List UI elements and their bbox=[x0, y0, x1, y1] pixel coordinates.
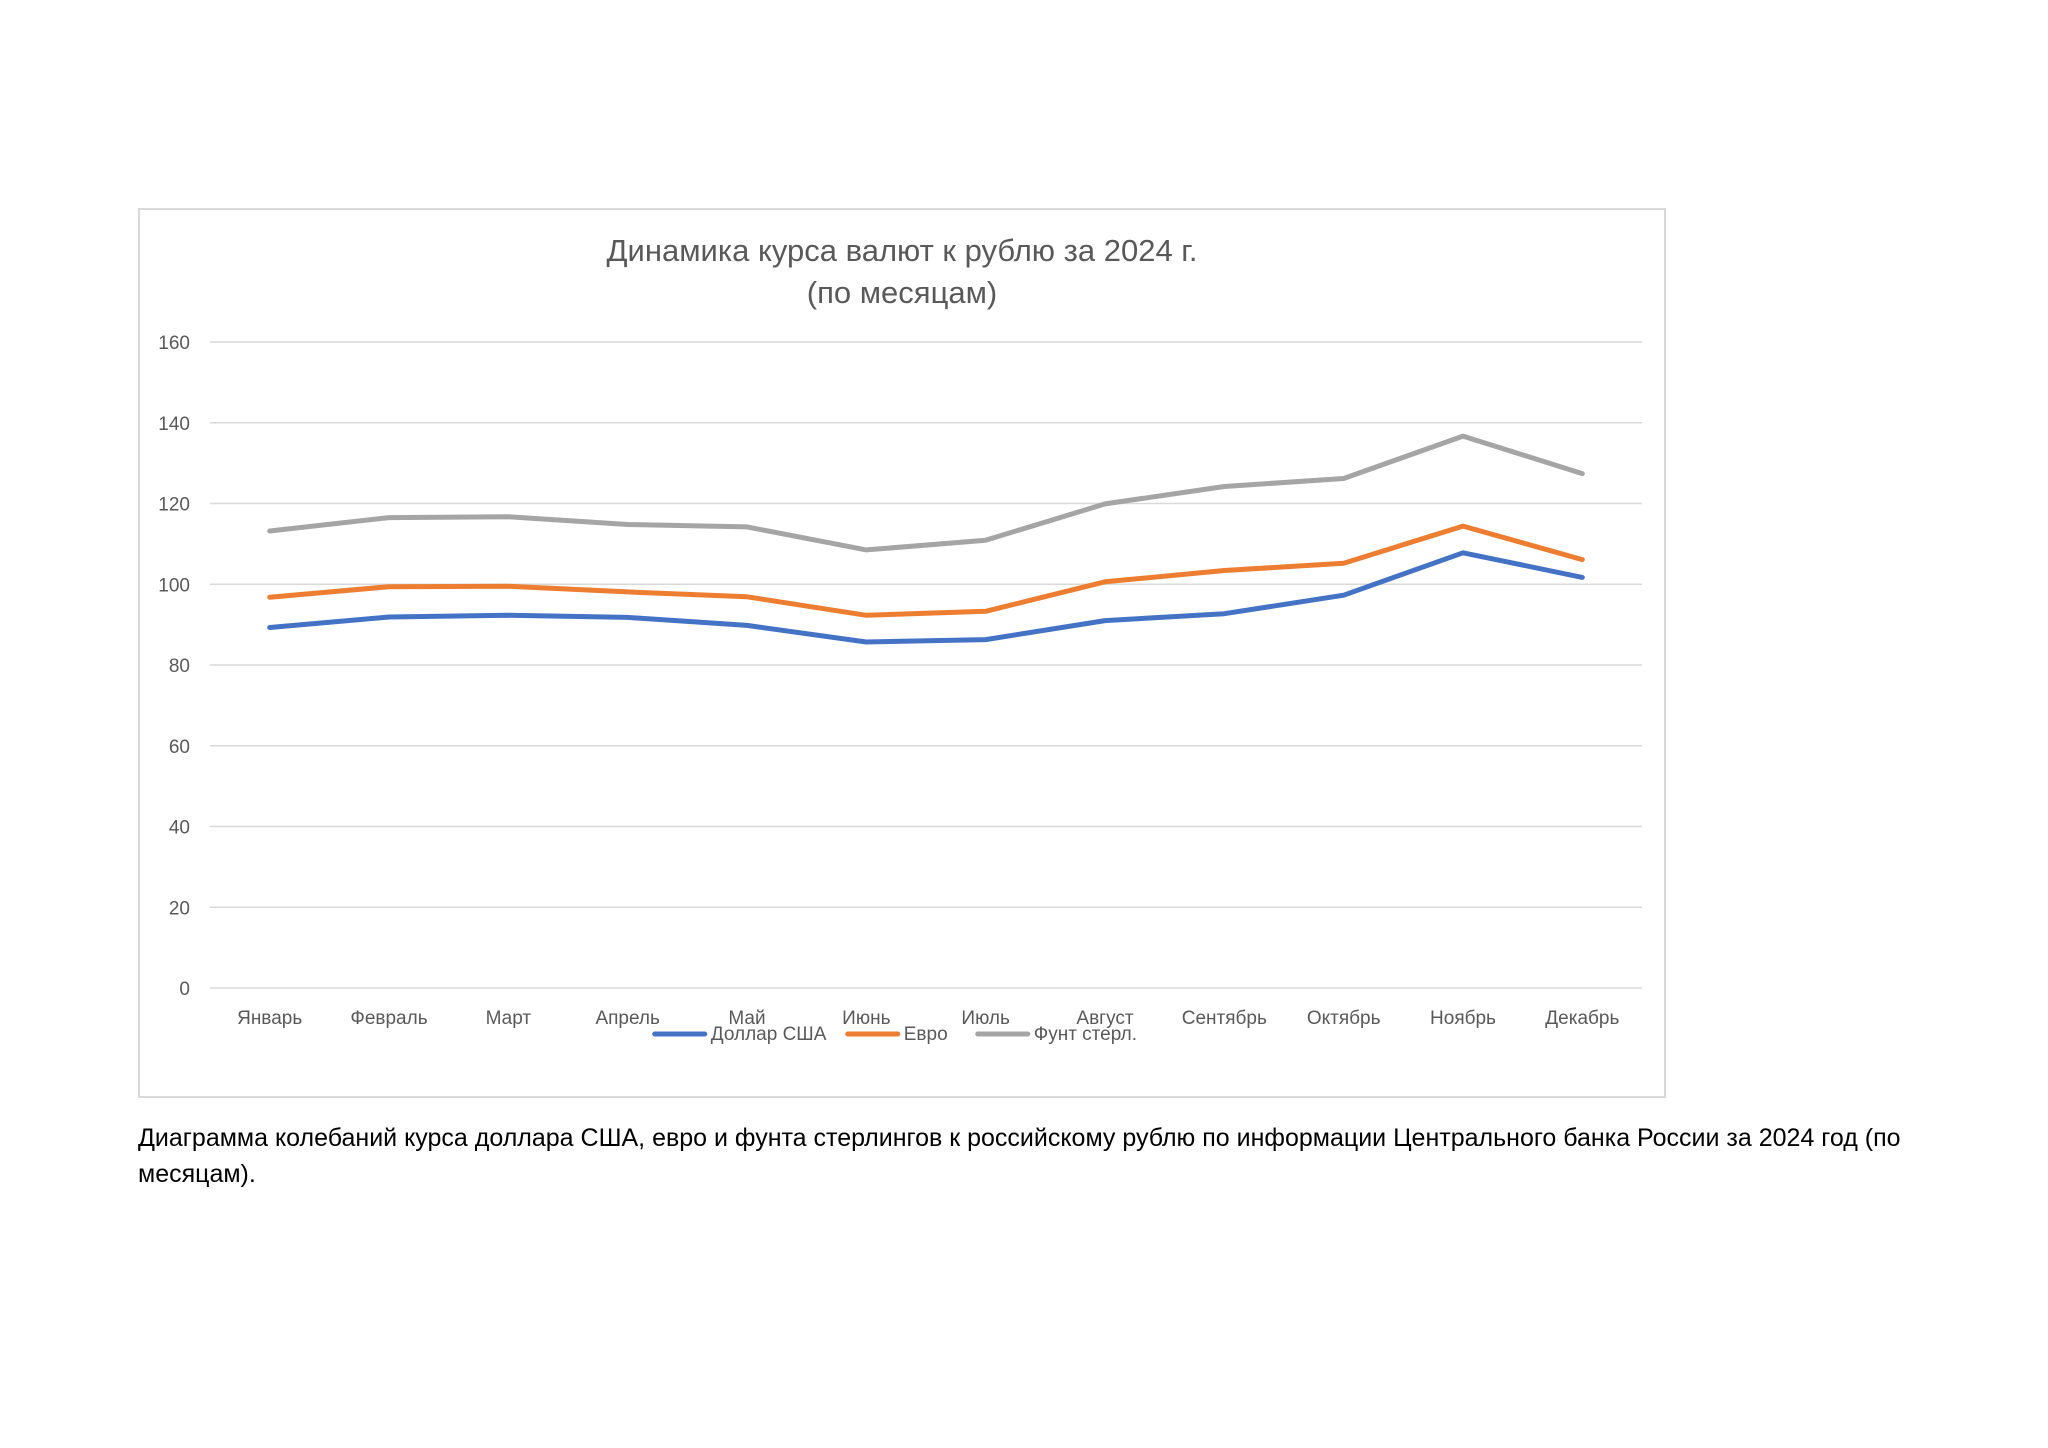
series-line-1 bbox=[267, 550, 1585, 645]
y-tick-label: 40 bbox=[169, 818, 190, 839]
x-tick-label: Ноябрь bbox=[1430, 1008, 1496, 1029]
x-tick-label: Октябрь bbox=[1307, 1008, 1381, 1029]
series-lines bbox=[267, 433, 1585, 645]
legend-label-3: Фунт стерл. bbox=[1034, 1024, 1137, 1045]
x-tick-label: Август bbox=[1076, 1008, 1133, 1029]
y-tick-label: 60 bbox=[169, 737, 190, 758]
x-tick-label: Февраль bbox=[350, 1008, 427, 1029]
y-tick-label: 0 bbox=[179, 979, 190, 1000]
y-tick-label: 140 bbox=[158, 414, 190, 435]
gridlines bbox=[210, 341, 1642, 989]
x-tick-label: Сентябрь bbox=[1182, 1008, 1267, 1029]
x-tick-label: Июнь bbox=[842, 1008, 890, 1029]
y-tick-label: 20 bbox=[169, 898, 190, 919]
y-axis-ticks: 0 20 40 60 80 100 120 140 160 bbox=[158, 333, 190, 1000]
legend-label-2: Евро bbox=[904, 1024, 948, 1045]
y-tick-label: 100 bbox=[158, 575, 190, 596]
line-chart: Динамика курса валют к рублю за 2024 г. … bbox=[158, 233, 1642, 1045]
x-tick-label: Январь bbox=[237, 1008, 302, 1029]
chart-container: Динамика курса валют к рублю за 2024 г. … bbox=[138, 208, 1666, 1098]
series-line-2 bbox=[267, 523, 1585, 618]
figure-caption: Диаграмма колебаний курса доллара США, е… bbox=[138, 1124, 1901, 1188]
x-tick-label: Декабрь bbox=[1545, 1008, 1619, 1029]
legend: Доллар США Евро Фунт стерл. bbox=[652, 1024, 1137, 1045]
y-tick-label: 160 bbox=[158, 333, 190, 354]
x-axis-ticks: Январь Февраль Март Апрель Май Июнь Июль Август… bbox=[237, 1008, 1619, 1029]
x-tick-label: Май bbox=[728, 1008, 765, 1029]
x-tick-label: Март bbox=[486, 1008, 532, 1029]
x-tick-label: Апрель bbox=[595, 1008, 660, 1029]
y-tick-label: 80 bbox=[169, 656, 190, 677]
legend-label-1: Доллар США bbox=[711, 1024, 827, 1045]
x-tick-label: Июль bbox=[961, 1008, 1010, 1029]
y-tick-label: 120 bbox=[158, 495, 190, 516]
series-line-3 bbox=[267, 433, 1585, 553]
chart-title-line-1: Динамика курса валют к рублю за 2024 г. bbox=[607, 233, 1198, 268]
chart-title-line-2: (по месяцам) bbox=[807, 275, 997, 310]
